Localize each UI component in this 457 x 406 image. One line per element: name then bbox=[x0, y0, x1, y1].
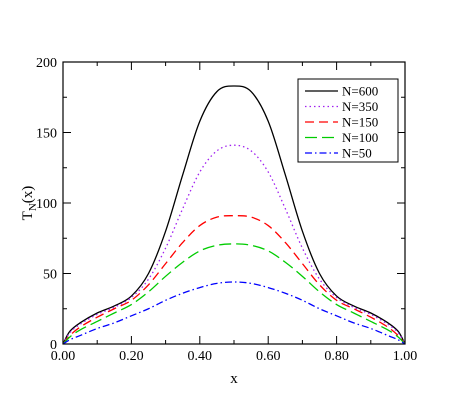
x-axis-ticks: 0.00 0.20 0.40 0.60 0.80 1.00 bbox=[51, 62, 418, 364]
x-tick-label: 0.00 bbox=[51, 349, 76, 364]
series-line-n-600 bbox=[62, 85, 406, 345]
series-line-n-50 bbox=[62, 281, 406, 345]
legend-label: N=350 bbox=[342, 99, 378, 114]
series-line-n-100 bbox=[62, 243, 406, 345]
x-axis-label: x bbox=[230, 371, 238, 387]
legend-box bbox=[297, 78, 399, 163]
legend-label: N=150 bbox=[342, 115, 378, 130]
legend-label: N=50 bbox=[342, 146, 372, 161]
series-line-n-350 bbox=[62, 144, 406, 345]
legend-label: N=100 bbox=[342, 130, 378, 145]
y-axis-label-main: T bbox=[20, 211, 36, 220]
y-tick-label: 200 bbox=[36, 56, 57, 71]
y-tick-label: 50 bbox=[43, 268, 57, 283]
legend-label: N=600 bbox=[342, 84, 378, 99]
y-axis-label: TN(x) bbox=[20, 186, 39, 221]
x-tick-label: 1.00 bbox=[393, 349, 418, 364]
y-axis-label-subscript: N bbox=[27, 203, 39, 211]
y-axis-ticks: 0 50 100 150 200 bbox=[36, 56, 405, 353]
x-tick-label: 0.80 bbox=[324, 349, 349, 364]
series-line-n-150 bbox=[62, 215, 406, 345]
x-tick-label: 0.60 bbox=[256, 349, 281, 364]
series-curves bbox=[62, 85, 406, 345]
x-tick-label: 0.40 bbox=[188, 349, 213, 364]
y-tick-label: 150 bbox=[36, 127, 57, 142]
x-tick-label: 0.20 bbox=[119, 349, 144, 364]
y-tick-label: 0 bbox=[50, 338, 57, 353]
y-tick-label: 100 bbox=[36, 197, 57, 212]
y-axis-label-tail: (x) bbox=[20, 186, 36, 204]
